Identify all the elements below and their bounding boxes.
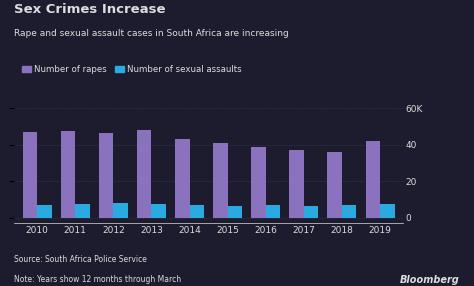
Legend: Number of rapes, Number of sexual assaults: Number of rapes, Number of sexual assaul…	[18, 61, 246, 78]
Text: Rape and sexual assault cases in South Africa are increasing: Rape and sexual assault cases in South A…	[14, 29, 289, 37]
Bar	[61, 131, 75, 218]
Text: Note: Years show 12 months through March: Note: Years show 12 months through March	[14, 275, 182, 283]
Bar	[365, 141, 380, 218]
Bar	[289, 150, 304, 218]
Bar	[228, 206, 242, 218]
Bar	[190, 205, 204, 218]
Bar	[175, 139, 190, 218]
Text: Bloomberg: Bloomberg	[400, 275, 460, 285]
Bar	[37, 205, 52, 218]
Bar	[151, 204, 166, 218]
Bar	[328, 152, 342, 218]
Bar	[266, 205, 280, 218]
Bar	[251, 147, 266, 218]
Bar	[99, 133, 113, 218]
Bar	[342, 205, 356, 218]
Bar	[380, 204, 394, 218]
Bar	[213, 143, 228, 218]
Bar	[304, 206, 319, 218]
Text: Sex Crimes Increase: Sex Crimes Increase	[14, 3, 166, 16]
Text: Source: South Africa Police Service: Source: South Africa Police Service	[14, 255, 147, 263]
Bar	[23, 132, 37, 218]
Bar	[137, 130, 151, 218]
Bar	[75, 204, 90, 218]
Bar	[113, 203, 128, 218]
